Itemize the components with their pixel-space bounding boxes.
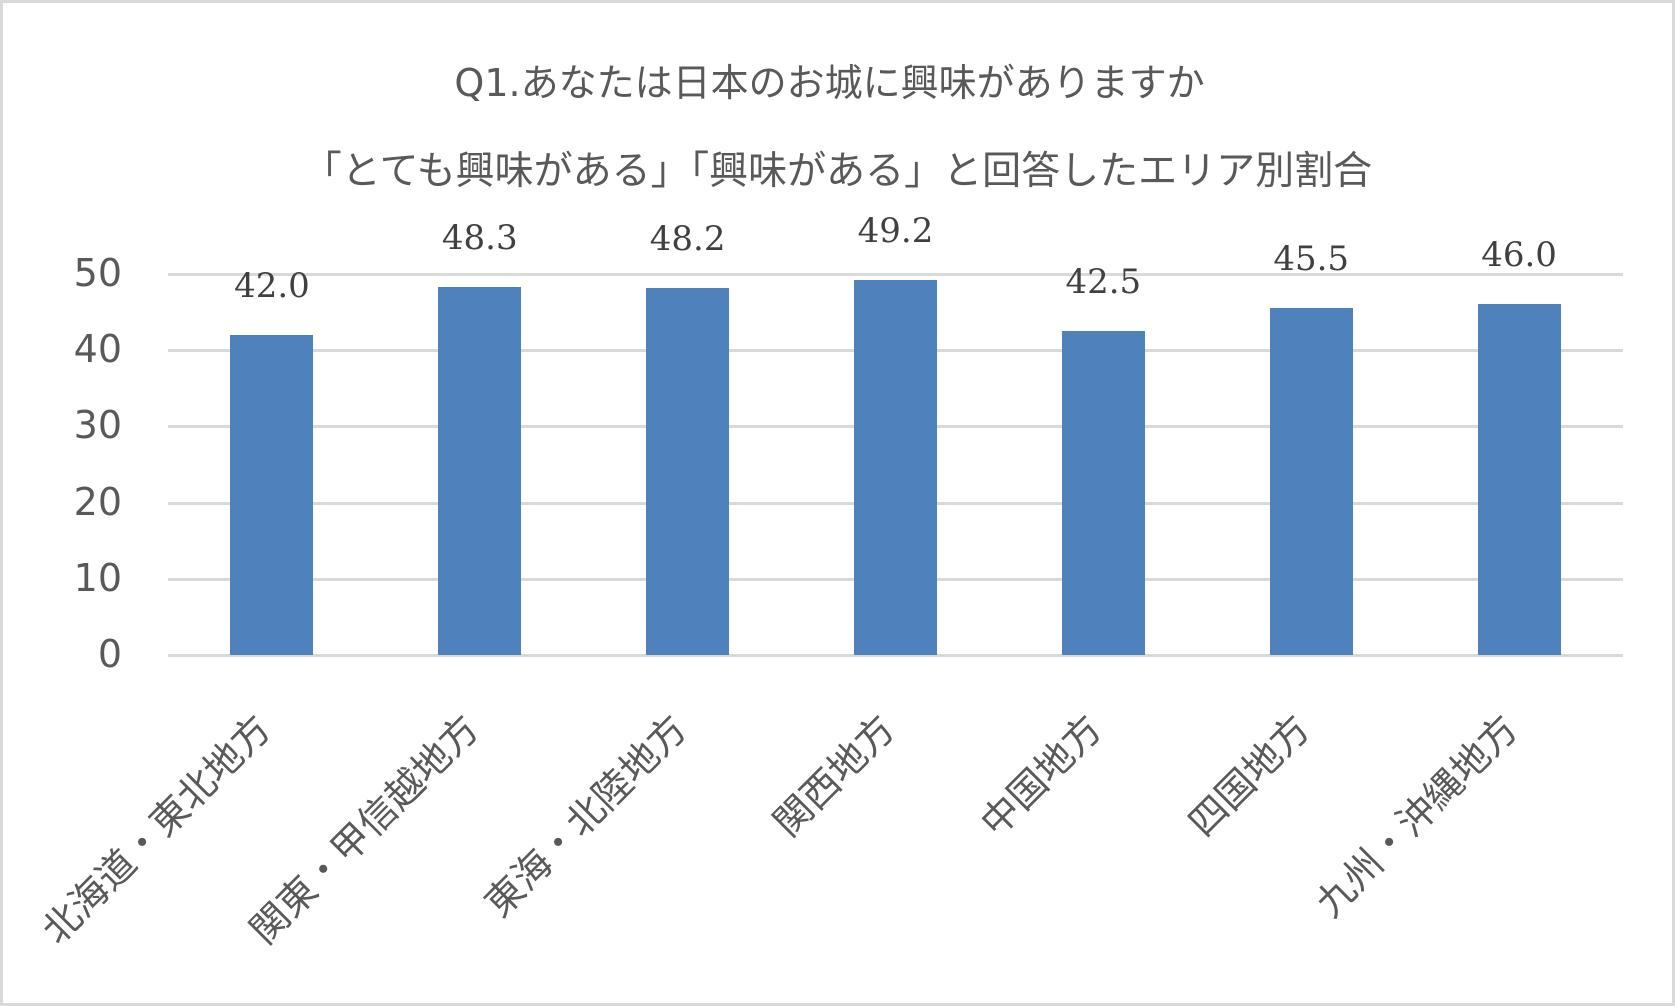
bar [1061, 331, 1145, 655]
bar [1477, 304, 1561, 655]
x-axis-category-label: 中国地方 [972, 706, 1111, 846]
y-axis-tick-label: 50 [73, 251, 122, 295]
x-axis-category-label: 関東・甲信越地方 [241, 706, 488, 953]
y-axis-tick-label: 30 [73, 403, 122, 448]
data-label: 48.3 [441, 217, 518, 258]
x-axis-category-label: 四国地方 [1180, 706, 1319, 846]
data-label: 42.0 [234, 265, 310, 306]
gridline [168, 654, 1623, 657]
data-label: 42.5 [1065, 262, 1142, 303]
chart-title: Q1.あなたは日本のお城に興味がありますか [454, 61, 1205, 105]
x-axis-category-label: 九州・沖縄地方 [1307, 706, 1527, 926]
data-label: 46.0 [1481, 235, 1557, 276]
x-axis-category-label: 関西地方 [764, 706, 904, 846]
y-axis-tick-label: 40 [73, 327, 122, 372]
gridline [168, 273, 1623, 276]
bar [854, 280, 937, 655]
bar [1269, 308, 1353, 655]
y-axis-tick-label: 10 [73, 555, 122, 600]
x-axis-category-label: 東海・北陸地方 [475, 706, 696, 926]
y-axis-tick-label: 20 [73, 479, 122, 524]
data-label: 48.2 [649, 218, 726, 259]
bar [646, 287, 730, 655]
data-label: 45.5 [1273, 239, 1350, 280]
bar [438, 286, 522, 655]
chart-subtitle: 「とても興味がある」「興味がある」と回答したエリア別割合 [302, 149, 1373, 194]
data-label: 49.2 [857, 211, 934, 252]
y-axis-tick-label: 0 [97, 632, 122, 676]
bar [230, 334, 314, 655]
x-axis-category-label: 北海道・東北地方 [33, 706, 280, 953]
